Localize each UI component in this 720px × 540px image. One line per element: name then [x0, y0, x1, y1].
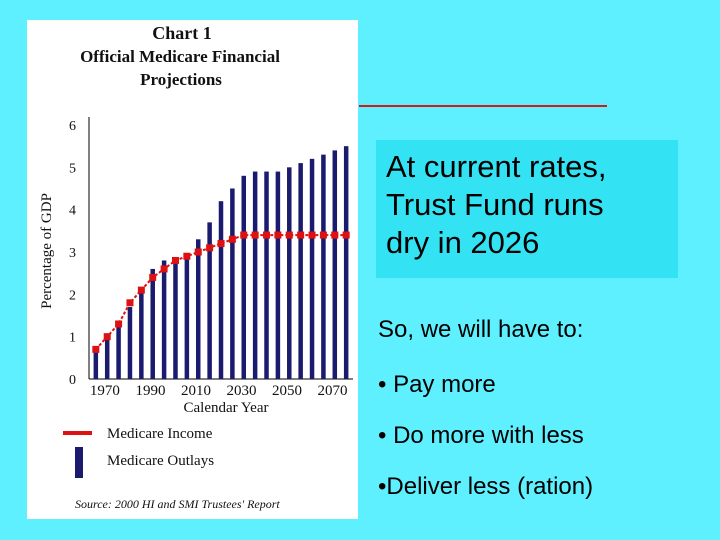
y-tick-4: 4 — [69, 204, 76, 219]
outlay-bar-2001 — [173, 260, 178, 379]
divider-line — [359, 105, 607, 107]
outlay-bar-2036 — [252, 171, 258, 379]
bullet-pay-more: • Pay more — [378, 371, 496, 398]
x-tick-2030: 2030 — [226, 383, 256, 399]
outlay-bar-1971 — [104, 336, 110, 379]
chart-panel: Chart 1 Official Medicare Financial Proj… — [27, 20, 358, 519]
outlay-bar-1986 — [139, 290, 144, 379]
chart-title-line-1: Chart 1 — [152, 23, 212, 43]
y-axis-label: Percentage of GDP — [39, 193, 55, 309]
chart-source: Source: 2000 HI and SMI Trustees' Report — [75, 497, 280, 511]
medicare-chart: Chart 1 Official Medicare Financial Proj… — [39, 23, 353, 511]
outlay-bar-1996 — [161, 260, 167, 379]
income-point-1966 — [92, 345, 100, 353]
x-tick-2050: 2050 — [272, 383, 302, 399]
outlay-bar-1981 — [127, 307, 133, 379]
x-tick-1990: 1990 — [135, 383, 165, 399]
income-point-2031 — [240, 231, 248, 239]
callout-line-2: Trust Fund runs — [386, 187, 604, 222]
y-tick-labels: 0 1 2 3 4 5 6 — [69, 119, 76, 388]
intro-text: So, we will have to: — [378, 316, 584, 343]
y-tick-0: 0 — [69, 373, 76, 388]
income-point-1981 — [126, 299, 134, 307]
y-tick-2: 2 — [69, 288, 76, 303]
outlay-bar-2006 — [184, 256, 190, 379]
outlay-bar-2046 — [275, 171, 281, 379]
legend-outlays-swatch — [75, 447, 83, 478]
income-point-1971 — [103, 333, 111, 341]
income-point-2046 — [274, 231, 282, 239]
outlay-bar-2031 — [241, 175, 247, 379]
income-point-2056 — [297, 231, 305, 239]
legend-income-label: Medicare Income — [107, 426, 213, 442]
x-tick-2010: 2010 — [181, 383, 211, 399]
outlay-bar-2026 — [230, 188, 235, 379]
outlay-bar-1976 — [116, 323, 121, 379]
outlay-bar-2056 — [298, 163, 303, 379]
chart-title-line-2: Official Medicare Financial — [80, 47, 280, 66]
y-tick-3: 3 — [69, 246, 76, 261]
income-point-1976 — [115, 320, 123, 328]
income-point-2071 — [331, 231, 339, 239]
income-point-2021 — [217, 240, 225, 248]
outlay-bar-2051 — [287, 167, 292, 379]
income-point-2016 — [206, 244, 214, 252]
income-point-2001 — [171, 256, 179, 264]
income-point-1996 — [160, 265, 168, 273]
x-tick-1970: 1970 — [90, 383, 120, 399]
income-point-2036 — [251, 231, 259, 239]
x-axis-label: Calendar Year — [184, 400, 269, 416]
legend-outlays-label: Medicare Outlays — [107, 453, 214, 469]
outlay-bar-2041 — [264, 171, 269, 379]
income-point-1991 — [149, 273, 157, 281]
outlay-bar-1991 — [150, 268, 155, 379]
y-tick-1: 1 — [69, 331, 76, 346]
x-tick-2070: 2070 — [318, 383, 348, 399]
income-point-2076 — [342, 231, 350, 239]
outlay-bar-2076 — [343, 146, 349, 379]
outlay-bar-1966 — [93, 349, 99, 379]
y-tick-6: 6 — [69, 119, 76, 134]
outlay-bar-2021 — [218, 201, 224, 379]
outlay-bar-2016 — [207, 222, 212, 379]
income-point-2011 — [194, 248, 202, 256]
income-point-2006 — [183, 252, 191, 260]
bullet-do-more-with-less: • Do more with less — [378, 422, 584, 449]
callout-box: At current rates, Trust Fund runs dry in… — [376, 140, 678, 278]
bullet-deliver-less: •Deliver less (ration) — [378, 473, 594, 500]
income-point-2026 — [228, 235, 236, 243]
income-point-2066 — [319, 231, 327, 239]
income-series — [92, 231, 350, 353]
outlay-bar-2011 — [195, 239, 201, 379]
outlay-bar-2071 — [332, 150, 338, 379]
income-point-2051 — [285, 231, 293, 239]
y-tick-5: 5 — [69, 161, 76, 176]
outlays-bars — [93, 146, 349, 379]
income-point-1986 — [137, 286, 145, 294]
chart-title-line-3: Projections — [140, 70, 222, 89]
x-tick-labels: 1970 1990 2010 2030 2050 2070 — [90, 383, 348, 399]
callout-line-3: dry in 2026 — [386, 225, 540, 260]
outlay-bar-2061 — [309, 158, 315, 379]
income-point-2041 — [263, 231, 271, 239]
outlay-bar-2066 — [321, 154, 326, 379]
callout-line-1: At current rates, — [386, 149, 607, 184]
income-point-2061 — [308, 231, 316, 239]
